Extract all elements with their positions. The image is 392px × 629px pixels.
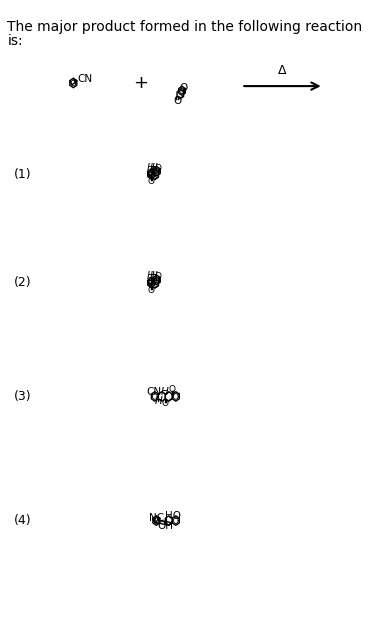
Text: H: H — [150, 169, 158, 179]
Text: O: O — [155, 272, 162, 281]
Text: H: H — [154, 396, 162, 406]
Text: H: H — [147, 162, 154, 172]
Text: Δ: Δ — [278, 64, 287, 77]
Text: CN: CN — [147, 387, 162, 397]
Text: H: H — [150, 162, 158, 172]
Text: The major product formed in the following reaction: The major product formed in the followin… — [7, 19, 363, 34]
Text: CN: CN — [77, 74, 93, 84]
Text: (2): (2) — [13, 276, 31, 289]
Text: H: H — [150, 271, 158, 281]
Text: +: + — [133, 74, 148, 92]
Text: H: H — [160, 387, 168, 397]
Text: O: O — [148, 177, 155, 186]
Text: O: O — [155, 164, 162, 172]
Text: NC: NC — [149, 513, 165, 523]
Text: O: O — [173, 96, 181, 106]
Text: (3): (3) — [13, 390, 31, 403]
Text: H: H — [150, 277, 158, 287]
Text: O: O — [148, 286, 155, 294]
Text: (1): (1) — [13, 168, 31, 181]
Text: O: O — [180, 82, 188, 92]
Text: HO: HO — [165, 511, 181, 521]
Text: (4): (4) — [13, 514, 31, 527]
Text: OH: OH — [158, 521, 174, 530]
Text: H: H — [147, 169, 154, 179]
Text: O: O — [162, 399, 169, 408]
Text: H: H — [147, 277, 154, 287]
Text: H: H — [147, 271, 154, 281]
Text: is:: is: — [7, 34, 23, 48]
Text: O: O — [169, 385, 176, 394]
